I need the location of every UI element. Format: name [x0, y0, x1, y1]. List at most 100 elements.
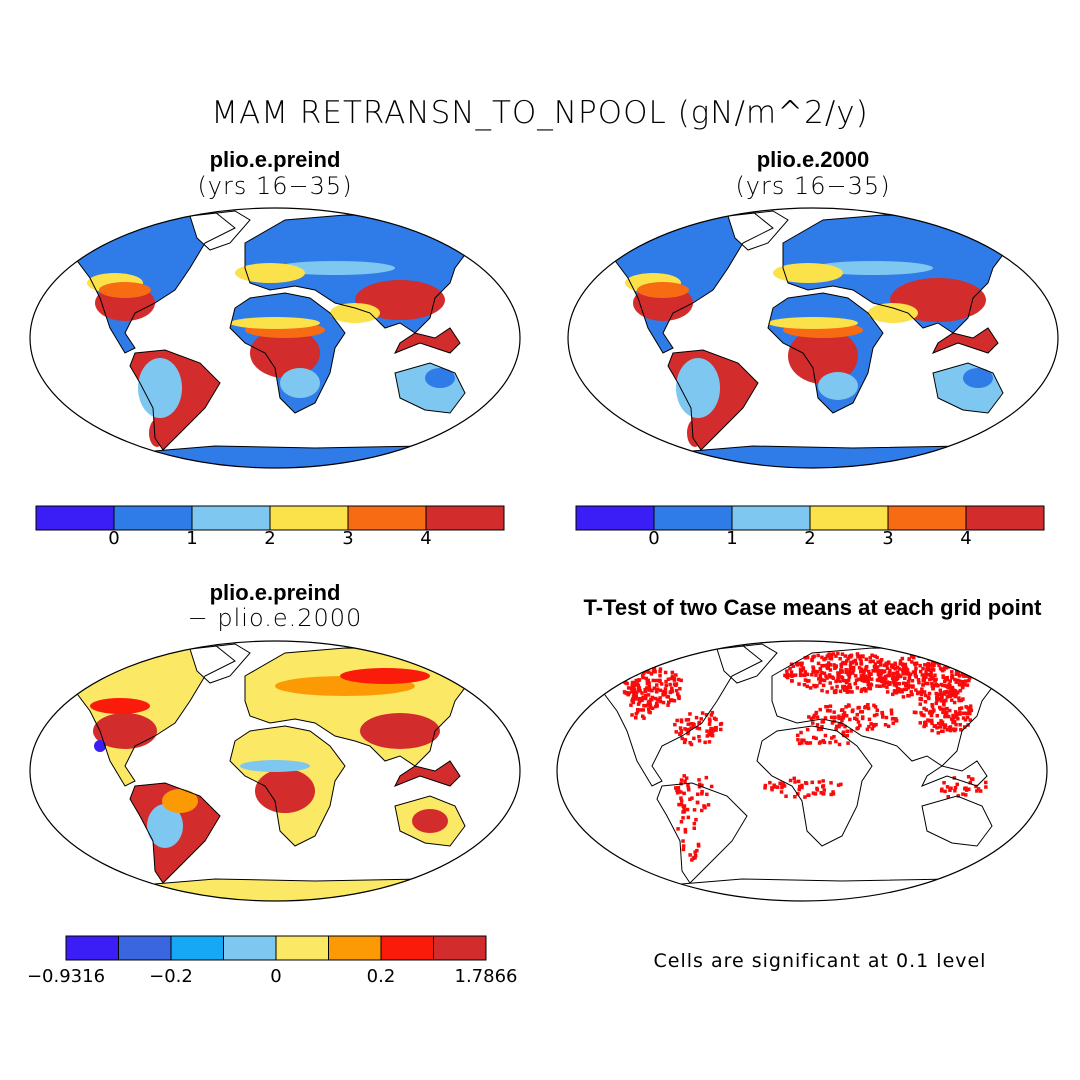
- panel-4-title: T-Test of two Case means at each grid po…: [583, 595, 1042, 620]
- significant-cell: [943, 789, 947, 794]
- significant-cell: [945, 785, 950, 789]
- significant-cell: [661, 700, 666, 705]
- significant-cell: [849, 729, 853, 733]
- significant-cell: [799, 663, 804, 667]
- significant-cell: [892, 680, 896, 684]
- significant-cell: [643, 694, 648, 698]
- significant-cell: [816, 727, 821, 732]
- significant-cell: [683, 738, 688, 742]
- significant-cell: [967, 676, 972, 680]
- significant-cell: [802, 738, 806, 743]
- significant-cell: [950, 673, 954, 678]
- significant-cell: [889, 712, 894, 716]
- significant-cell: [788, 673, 792, 677]
- significant-cell: [867, 717, 872, 722]
- significant-cell: [697, 785, 702, 789]
- panel-3-colorbar-tick-label: −0.2: [149, 966, 193, 987]
- significant-cell: [676, 677, 681, 682]
- significant-cell: [770, 787, 774, 792]
- significant-cell: [892, 689, 897, 694]
- significant-cell: [679, 778, 684, 782]
- significant-cell: [698, 782, 702, 787]
- significant-cell: [942, 701, 946, 705]
- significant-cell: [689, 722, 693, 726]
- significant-cell: [946, 685, 951, 690]
- significant-cell: [680, 736, 684, 741]
- significant-cell: [834, 654, 838, 658]
- significant-cell: [926, 718, 930, 722]
- significant-cell: [883, 723, 888, 727]
- significant-cell: [948, 728, 953, 733]
- significant-cell: [901, 695, 906, 699]
- significant-cell: [847, 675, 852, 679]
- significant-cell: [900, 668, 905, 672]
- significant-cell: [822, 678, 827, 683]
- significant-cell: [939, 707, 943, 711]
- significant-cell: [688, 853, 692, 857]
- significant-cell: [648, 703, 653, 707]
- significant-cell: [812, 715, 816, 720]
- significant-cell: [883, 680, 887, 685]
- significant-cell: [984, 780, 988, 785]
- significant-cell: [885, 690, 890, 694]
- panel-3-subtitle: − plio.e.2000: [187, 604, 363, 632]
- significant-cell: [877, 672, 881, 677]
- significant-cell: [684, 728, 689, 732]
- significant-cell: [961, 664, 965, 669]
- significant-cell: [947, 714, 951, 719]
- significant-cell: [643, 688, 648, 692]
- significant-cell: [636, 702, 641, 706]
- significant-cell: [779, 790, 784, 794]
- panel-1-colorbar-tick-label: 2: [264, 528, 275, 545]
- significant-cell: [886, 673, 890, 678]
- significant-cell: [818, 674, 822, 678]
- significant-cell: [868, 659, 872, 664]
- significant-cell: [871, 659, 875, 663]
- significant-cell: [930, 661, 935, 665]
- significant-cell: [652, 666, 657, 671]
- panel-1-colorbar-tick-label: 1: [186, 528, 197, 545]
- significant-cell: [646, 678, 650, 683]
- significant-cell: [705, 792, 709, 797]
- significant-cell: [899, 674, 903, 679]
- significant-cell: [640, 674, 645, 678]
- panel-2-colorbar-tick-label: 3: [882, 528, 893, 545]
- significant-cell: [814, 711, 818, 716]
- significant-cell: [938, 666, 943, 671]
- significant-cell: [936, 721, 941, 726]
- significant-cell: [820, 671, 824, 675]
- significant-cell: [945, 706, 949, 711]
- significant-cell: [922, 706, 926, 711]
- significant-cell: [800, 783, 804, 788]
- significant-cell: [817, 677, 821, 681]
- significant-cell: [872, 713, 877, 718]
- significant-cell: [863, 705, 868, 709]
- significant-cell: [827, 652, 832, 656]
- significant-cell: [906, 686, 911, 690]
- significant-cell: [912, 710, 917, 714]
- significant-cell: [963, 725, 967, 729]
- significant-cell: [630, 683, 634, 687]
- significant-cell: [961, 792, 965, 796]
- significant-cell: [941, 683, 945, 688]
- significant-cell: [968, 780, 973, 785]
- significant-cell: [676, 692, 680, 696]
- significant-cell: [941, 729, 945, 733]
- significant-cell: [945, 678, 949, 682]
- significant-cell: [818, 707, 822, 712]
- significant-cell: [928, 663, 933, 667]
- significant-cell: [952, 715, 956, 720]
- significant-cell: [846, 703, 851, 707]
- significant-cell: [820, 688, 824, 693]
- significant-cell: [936, 692, 941, 696]
- significant-cell: [830, 686, 834, 690]
- significant-cell: [706, 803, 711, 807]
- significant-cell: [909, 654, 914, 659]
- panel-3-colorbar-swatch: [433, 935, 487, 961]
- significant-cell: [822, 788, 826, 792]
- significant-cell: [807, 715, 811, 719]
- significant-cell: [655, 683, 659, 687]
- significant-cell: [675, 718, 679, 723]
- significant-cell: [950, 660, 955, 665]
- significant-cell: [796, 779, 801, 784]
